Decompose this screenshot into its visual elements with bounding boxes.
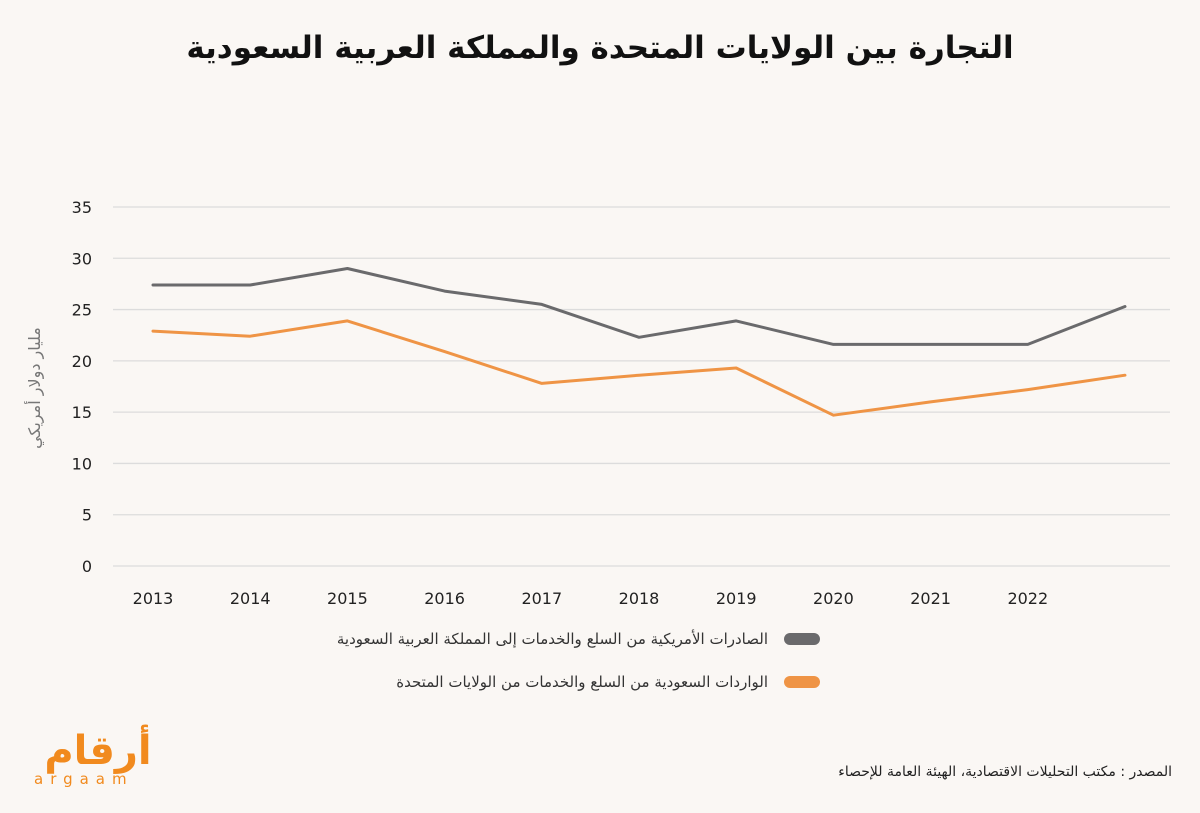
source-note: المصدر : مكتب التحليلات الاقتصادية، الهي… [838, 764, 1172, 780]
y-tick-label: 35 [72, 198, 92, 217]
x-tick-label: 2016 [424, 589, 465, 608]
y-axis-ticks: 0 5 10 15 20 25 30 35 [72, 198, 92, 576]
legend-swatch-exports [784, 633, 820, 645]
x-tick-label: 2013 [133, 589, 174, 608]
x-tick-label: 2022 [1007, 589, 1048, 608]
y-tick-label: 20 [72, 352, 92, 371]
chart-title: التجارة بين الولايات المتحدة والمملكة ال… [186, 30, 1014, 66]
x-tick-label: 2014 [230, 589, 271, 608]
y-tick-label: 10 [72, 454, 92, 473]
x-tick-label: 2021 [910, 589, 951, 608]
legend-label-exports: الصادرات الأمريكية من السلع والخدمات إلى… [336, 630, 768, 648]
y-tick-label: 25 [72, 301, 92, 320]
y-tick-label: 0 [82, 557, 92, 576]
x-axis-ticks: 2013 2014 2015 2016 2017 2018 2019 2020 2021 2022 [133, 589, 1049, 608]
series-lines [151, 267, 1127, 417]
series-line-1 [151, 319, 1127, 417]
y-tick-label: 15 [72, 403, 92, 422]
y-axis-label: مليار دولار أمريكي [24, 327, 45, 449]
y-tick-label: 30 [72, 249, 92, 268]
argaam-logo: أرقام [44, 724, 151, 774]
legend-item-imports: الواردات السعودية من السلع والخدمات من ا… [396, 673, 820, 691]
series-line-0 [151, 267, 1127, 346]
x-tick-label: 2018 [619, 589, 660, 608]
y-tick-label: 5 [82, 506, 92, 525]
x-tick-label: 2017 [521, 589, 562, 608]
gridlines [113, 206, 1170, 567]
legend-swatch-imports [784, 676, 820, 688]
x-tick-label: 2019 [716, 589, 757, 608]
x-tick-label: 2020 [813, 589, 854, 608]
argaam-logo-latin: argaam [34, 770, 134, 788]
legend-item-exports: الصادرات الأمريكية من السلع والخدمات إلى… [337, 630, 820, 648]
x-tick-label: 2015 [327, 589, 368, 608]
svg-text:أرقام: أرقام [44, 724, 151, 774]
legend-label-imports: الواردات السعودية من السلع والخدمات من ا… [396, 673, 768, 691]
